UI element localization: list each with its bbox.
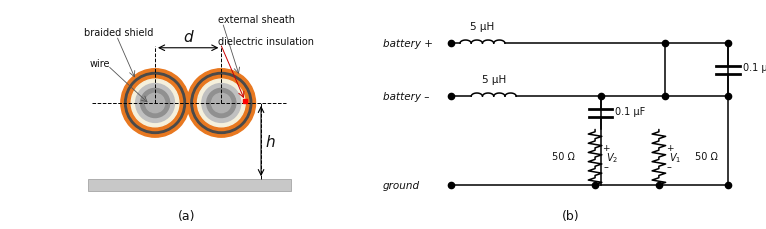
Text: dielectric insulation: dielectric insulation: [218, 37, 314, 47]
Circle shape: [198, 80, 245, 127]
Text: battery –: battery –: [383, 92, 430, 102]
Circle shape: [194, 76, 249, 131]
Circle shape: [191, 73, 252, 134]
Text: h: h: [266, 134, 275, 149]
Text: battery +: battery +: [383, 39, 433, 49]
Text: wire: wire: [90, 59, 110, 69]
Circle shape: [146, 94, 165, 113]
Circle shape: [202, 84, 241, 123]
Text: 5 µH: 5 µH: [482, 75, 506, 85]
Text: $V_2$: $V_2$: [606, 150, 618, 164]
Circle shape: [131, 80, 179, 127]
Circle shape: [140, 89, 169, 118]
Text: (a): (a): [178, 209, 196, 222]
Text: 5 µH: 5 µH: [470, 22, 495, 32]
Circle shape: [125, 73, 185, 134]
Circle shape: [207, 89, 236, 118]
Text: +: +: [602, 144, 609, 153]
Text: 50 Ω: 50 Ω: [552, 151, 574, 161]
Text: 0.1 µF: 0.1 µF: [615, 106, 645, 116]
Text: braided shield: braided shield: [84, 28, 154, 38]
Text: external sheath: external sheath: [218, 15, 295, 25]
Text: ground: ground: [383, 180, 420, 190]
Bar: [88, 179, 291, 191]
Circle shape: [187, 69, 256, 138]
Text: –: –: [667, 162, 672, 172]
Text: 50 Ω: 50 Ω: [695, 151, 718, 161]
Circle shape: [127, 76, 182, 131]
Text: d: d: [183, 30, 193, 45]
Text: $V_1$: $V_1$: [669, 150, 682, 164]
Circle shape: [121, 69, 189, 138]
Circle shape: [211, 94, 231, 113]
Text: (b): (b): [561, 209, 580, 222]
Text: 0.1 µF: 0.1 µF: [743, 62, 766, 72]
Circle shape: [136, 84, 175, 123]
Text: +: +: [666, 144, 673, 153]
Text: –: –: [603, 162, 608, 172]
